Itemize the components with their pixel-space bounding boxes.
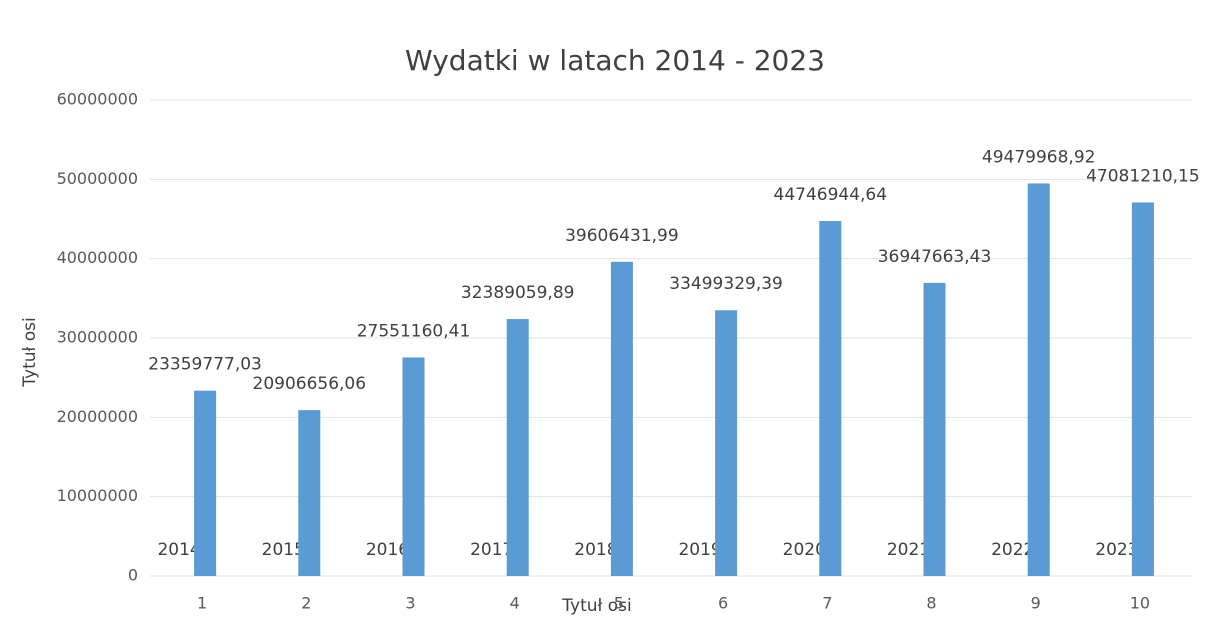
y-tick-label: 40000000 [57, 248, 138, 267]
data-label: 47081210,15 [1086, 166, 1200, 186]
bar [194, 390, 217, 576]
data-label: 2023 [1095, 540, 1138, 560]
bar [610, 261, 633, 576]
data-label: 2019 [678, 540, 721, 560]
bar [1027, 183, 1050, 576]
data-label: 2021 [887, 540, 930, 560]
x-tick-label: 7 [822, 594, 832, 613]
bar [923, 282, 946, 576]
data-label: 2022 [991, 540, 1034, 560]
y-tick-label: 20000000 [57, 407, 138, 426]
x-tick-label: 3 [405, 594, 415, 613]
y-tick-label: 30000000 [57, 328, 138, 347]
bar [715, 310, 738, 576]
x-axis-title: Tytuł osi [561, 596, 631, 616]
data-label: 2015 [262, 540, 305, 560]
x-tick-label: 9 [1031, 594, 1041, 613]
bar [402, 357, 425, 576]
data-label: 23359777,03 [148, 355, 262, 375]
y-tick-label: 0 [128, 566, 138, 585]
data-label: 2020 [783, 540, 826, 560]
x-tick-label: 8 [926, 594, 936, 613]
chart-title: Wydatki w latach 2014 - 2023 [405, 44, 825, 77]
bar [1131, 202, 1154, 576]
bar [298, 410, 321, 576]
x-tick-label: 5 [614, 594, 624, 613]
x-tick-label: 2 [301, 594, 311, 613]
data-label: 20906656,06 [253, 374, 367, 394]
bar [819, 221, 842, 576]
bar [506, 319, 529, 576]
data-label: 2018 [574, 540, 617, 560]
y-tick-label: 60000000 [57, 90, 138, 109]
x-tick-label: 10 [1130, 594, 1150, 613]
y-tick-label: 10000000 [57, 486, 138, 505]
data-label: 49479968,92 [982, 147, 1096, 167]
y-axis-title: Tytuł osi [20, 317, 40, 387]
data-label: 33499329,39 [669, 274, 783, 294]
data-label: 2016 [366, 540, 409, 560]
y-tick-label: 50000000 [57, 169, 138, 188]
data-label: 2017 [470, 540, 513, 560]
data-label: 27551160,41 [357, 321, 471, 341]
data-label: 32389059,89 [461, 283, 575, 303]
data-label: 44746944,64 [774, 185, 888, 205]
data-label: 2014 [157, 540, 200, 560]
x-tick-label: 4 [510, 594, 520, 613]
data-label: 39606431,99 [565, 226, 679, 246]
data-label: 36947663,43 [878, 247, 992, 267]
x-tick-label: 6 [718, 594, 728, 613]
x-tick-label: 1 [197, 594, 207, 613]
